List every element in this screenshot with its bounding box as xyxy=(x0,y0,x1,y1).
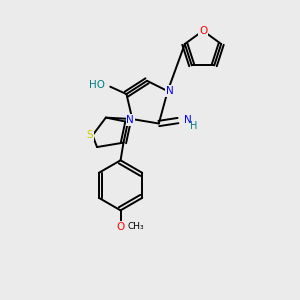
Text: N: N xyxy=(166,86,174,96)
Text: HO: HO xyxy=(89,80,105,90)
Text: O: O xyxy=(116,222,125,232)
Text: S: S xyxy=(86,130,93,140)
Text: N: N xyxy=(184,115,192,125)
Text: N: N xyxy=(126,115,134,125)
Text: CH₃: CH₃ xyxy=(127,222,144,231)
Text: H: H xyxy=(190,121,198,131)
Text: O: O xyxy=(199,26,207,36)
